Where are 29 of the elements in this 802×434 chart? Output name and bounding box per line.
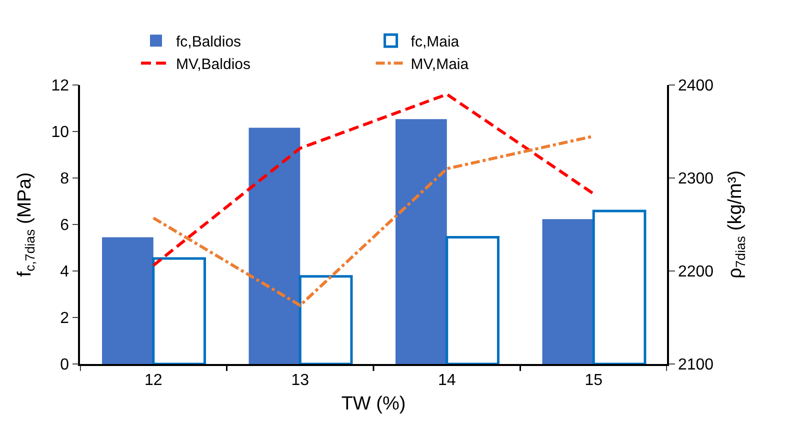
bar — [446, 236, 500, 364]
y-tick-label: 0 — [60, 356, 70, 374]
bar — [152, 257, 206, 364]
y-tick-label: 2 — [60, 310, 70, 328]
y2-tick-label: 2400 — [678, 78, 714, 95]
x-axis-title: TW (%) — [341, 393, 406, 414]
y2-tick-label: 2100 — [678, 356, 714, 374]
x-tick-label: 13 — [291, 372, 310, 389]
y-tick-label: 6 — [60, 217, 70, 234]
x-tick-label: 12 — [144, 372, 162, 389]
y-tick-label: 4 — [60, 264, 70, 281]
y2-tick-label: 2300 — [678, 170, 714, 188]
bar — [396, 119, 447, 364]
y2-tick-label: 2200 — [678, 264, 714, 281]
bar — [102, 237, 154, 364]
legend-label: MV,Maia — [410, 56, 470, 74]
y-tick-label: 10 — [51, 124, 70, 142]
x-tick-label: 14 — [438, 372, 456, 389]
bar — [298, 275, 353, 364]
line-series — [152, 92, 596, 267]
legend-label: MV,Baldios — [176, 56, 250, 74]
bar — [248, 128, 300, 364]
legend-label: fc,Baldios — [176, 34, 242, 51]
legend-label: fc,Maia — [410, 34, 460, 51]
y-tick-label: 12 — [51, 78, 70, 95]
bar — [542, 219, 594, 364]
bar — [592, 210, 646, 364]
x-tick-label: 15 — [584, 372, 603, 389]
y-tick-label: 8 — [60, 170, 70, 188]
